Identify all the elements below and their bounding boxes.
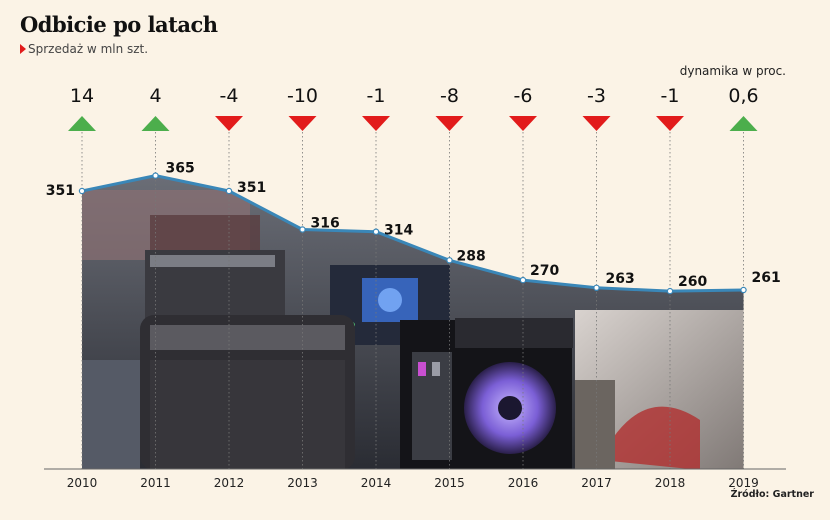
chart-title: Odbicie po latach <box>20 12 218 37</box>
arrow-down-icon <box>509 116 537 131</box>
growth-value: -3 <box>587 85 606 107</box>
arrow-down-icon <box>435 116 464 131</box>
arrow-down-icon <box>288 116 317 131</box>
growth-value: -1 <box>661 85 680 107</box>
growth-arrows <box>68 116 758 131</box>
data-point <box>299 226 306 233</box>
chart-subtitle: Sprzedaż w mln szt. <box>20 42 148 56</box>
x-tick-label: 2010 <box>67 476 98 490</box>
x-tick-label: 2014 <box>361 476 392 490</box>
arrow-down-icon <box>656 116 684 131</box>
value-label: 365 <box>166 161 195 177</box>
background-photo <box>82 175 744 469</box>
triangle-bullet-icon <box>20 44 26 54</box>
value-labels: 351 365 351 316 314 288 270 263 260 261 <box>46 161 781 291</box>
growth-value: 4 <box>149 85 161 107</box>
value-label: 270 <box>530 263 559 279</box>
data-point <box>78 187 86 195</box>
growth-value: 0,6 <box>728 85 758 107</box>
data-point <box>593 284 600 291</box>
growth-value: -4 <box>220 85 239 107</box>
subtitle-text: Sprzedaż w mln szt. <box>28 42 149 56</box>
x-tick-label: 2019 <box>728 476 759 490</box>
source-note: Źródło: Gartner <box>730 489 814 500</box>
data-point <box>446 257 453 264</box>
value-label: 288 <box>457 248 486 264</box>
value-label: 261 <box>752 270 781 286</box>
data-point <box>666 287 674 295</box>
value-label: 316 <box>311 216 340 232</box>
data-point <box>225 187 233 195</box>
growth-labels: 14 4 -4 -10 -1 -8 -6 -3 -1 0,6 <box>70 85 759 107</box>
value-label: 351 <box>237 180 266 196</box>
x-tick-label: 2015 <box>434 476 465 490</box>
value-label: 351 <box>46 183 75 199</box>
value-label: 314 <box>384 223 413 239</box>
data-point <box>372 228 380 235</box>
growth-value: -1 <box>367 85 386 107</box>
arrow-up-icon <box>729 116 758 131</box>
arrow-down-icon <box>215 116 243 131</box>
x-tick-label: 2012 <box>214 476 245 490</box>
arrow-up-icon <box>141 116 170 131</box>
data-point <box>519 276 527 284</box>
growth-value: -6 <box>514 85 533 107</box>
growth-label: dynamika w proc. <box>679 64 786 78</box>
arrow-down-icon <box>362 116 390 131</box>
line-series <box>81 174 744 293</box>
data-point <box>152 172 159 179</box>
data-points <box>78 172 747 295</box>
x-tick-label: 2018 <box>655 476 686 490</box>
data-point <box>740 286 747 294</box>
x-tick-label: 2017 <box>581 476 612 490</box>
growth-value: -8 <box>440 85 459 107</box>
x-tick-label: 2016 <box>508 476 539 490</box>
value-label: 260 <box>678 274 707 290</box>
value-label: 263 <box>606 271 635 287</box>
arrow-down-icon <box>582 116 611 131</box>
x-tick-label: 2013 <box>287 476 318 490</box>
growth-value: -10 <box>287 85 318 107</box>
x-tick-labels: 2010 2011 2012 2013 2014 2015 2016 2017 2018 2019 <box>67 476 759 490</box>
growth-value: 14 <box>70 85 94 107</box>
x-tick-label: 2011 <box>140 476 171 490</box>
arrow-up-icon <box>68 116 96 131</box>
